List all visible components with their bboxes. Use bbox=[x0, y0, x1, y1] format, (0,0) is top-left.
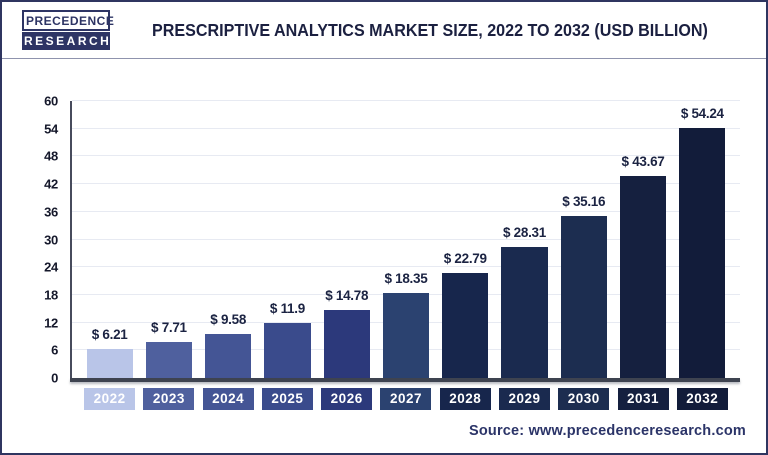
bar-2031 bbox=[619, 176, 667, 378]
bar-2024 bbox=[205, 333, 252, 378]
bar-2022 bbox=[86, 349, 133, 378]
bar-value-label-2029: $ 28.31 bbox=[503, 225, 546, 241]
gridline-48 bbox=[72, 155, 740, 157]
bar-value-label-2028: $ 22.79 bbox=[443, 250, 487, 266]
bar-column-2029: $ 28.31 bbox=[495, 101, 554, 378]
x-label-cell-2022: 2022 bbox=[80, 388, 139, 410]
bar-value-label-2025: $ 11.9 bbox=[269, 301, 305, 317]
y-tick-30: 30 bbox=[44, 232, 58, 247]
logo-text-precedence: PRECEDENCE bbox=[22, 10, 114, 31]
x-axis-labels-row: 2022 2023 2024 2025 2026 2027 2028 2029 2030 2031… bbox=[2, 388, 766, 410]
gridline-24 bbox=[72, 266, 740, 268]
bar-value-label-2031: $ 43.67 bbox=[621, 154, 665, 170]
bar-2023 bbox=[145, 342, 192, 378]
bar-column-2027: $ 18.35 bbox=[376, 101, 435, 378]
y-tick-42: 42 bbox=[44, 176, 58, 192]
bar-value-label-2026: $ 14.78 bbox=[325, 287, 369, 303]
x-label-2031: 2031 bbox=[617, 388, 669, 410]
gridline-36 bbox=[72, 210, 740, 212]
precedence-research-logo: PRECEDENCE RESEARCH bbox=[22, 10, 114, 50]
y-tick-24: 24 bbox=[44, 259, 58, 275]
x-label-2032: 2032 bbox=[676, 388, 728, 410]
x-axis-labels: 2022 2023 2024 2025 2026 2027 2028 2029 2030 2031… bbox=[72, 388, 740, 410]
x-axis-baseline bbox=[70, 378, 740, 382]
bar-2029 bbox=[501, 247, 548, 378]
x-label-2028: 2028 bbox=[439, 388, 491, 410]
bar-column-2028: $ 22.79 bbox=[436, 101, 495, 378]
bar-column-2024: $ 9.58 bbox=[199, 101, 258, 378]
bar-column-2022: $ 6.21 bbox=[80, 101, 139, 378]
bar-value-label-2032: $ 54.24 bbox=[680, 105, 724, 121]
bar-column-2030: $ 35.16 bbox=[554, 101, 613, 378]
x-label-2022: 2022 bbox=[84, 388, 136, 410]
bar-column-2023: $ 7.71 bbox=[139, 101, 198, 378]
bar-value-label-2024: $ 9.58 bbox=[210, 311, 247, 327]
bar-value-label-2022: $ 6.21 bbox=[91, 327, 128, 343]
bars-container: $ 6.21 $ 7.71 $ 9.58 $ 11.9 $ 14.78 $ 18.35 $ … bbox=[72, 101, 740, 378]
gridline-42 bbox=[72, 183, 740, 185]
x-label-2024: 2024 bbox=[202, 388, 254, 410]
y-tick-18: 18 bbox=[44, 287, 58, 303]
source-line: Source: www.precedenceresearch.com bbox=[468, 423, 746, 439]
bar-value-label-2027: $ 18.35 bbox=[384, 271, 428, 287]
plot-row: 0 6 12 18 24 30 36 42 48 54 60 $ 6.21 $ 7.71 $ 9.58 $… bbox=[2, 94, 766, 386]
gridline-60 bbox=[72, 100, 740, 101]
x-label-cell-2025: 2025 bbox=[258, 388, 317, 410]
y-tick-48: 48 bbox=[44, 148, 58, 164]
chart-title: PRESCRIPTIVE ANALYTICS MARKET SIZE, 2022… bbox=[152, 19, 708, 40]
y-axis-line bbox=[70, 101, 72, 378]
bar-2028 bbox=[442, 272, 489, 378]
x-label-cell-2030: 2030 bbox=[554, 388, 613, 410]
x-label-2029: 2029 bbox=[499, 388, 550, 410]
header: PRECEDENCE RESEARCH PRESCRIPTIVE ANALYTI… bbox=[2, 2, 766, 59]
x-label-cell-2023: 2023 bbox=[139, 388, 198, 410]
gridline-30 bbox=[72, 238, 740, 240]
plot-area: $ 6.21 $ 7.71 $ 9.58 $ 11.9 $ 14.78 $ 18.35 $ … bbox=[70, 100, 740, 382]
x-label-2023: 2023 bbox=[143, 388, 195, 410]
x-axis-spacer bbox=[2, 388, 72, 410]
bar-value-label-2023: $ 7.71 bbox=[151, 320, 187, 336]
x-label-cell-2024: 2024 bbox=[199, 388, 258, 410]
y-axis: 0 6 12 18 24 30 36 42 48 54 60 bbox=[2, 94, 70, 386]
gridline-54 bbox=[72, 127, 740, 129]
y-tick-54: 54 bbox=[44, 121, 58, 137]
x-label-2027: 2027 bbox=[380, 388, 432, 410]
bar-2025 bbox=[264, 323, 311, 378]
x-label-2026: 2026 bbox=[321, 388, 373, 410]
y-tick-60: 60 bbox=[44, 93, 58, 109]
x-label-cell-2026: 2026 bbox=[317, 388, 376, 410]
bar-2032 bbox=[679, 127, 726, 378]
bar-2030 bbox=[560, 215, 607, 378]
y-tick-36: 36 bbox=[44, 204, 58, 220]
x-label-cell-2029: 2029 bbox=[495, 388, 554, 410]
y-tick-12: 12 bbox=[44, 315, 58, 331]
bar-2026 bbox=[323, 309, 370, 378]
bar-value-label-2030: $ 35.16 bbox=[562, 193, 606, 209]
x-label-cell-2031: 2031 bbox=[613, 388, 672, 410]
x-label-cell-2028: 2028 bbox=[436, 388, 495, 410]
bar-chart: 0 6 12 18 24 30 36 42 48 54 60 $ 6.21 $ 7.71 $ 9.58 $… bbox=[2, 94, 766, 410]
bar-column-2032: $ 54.24 bbox=[673, 101, 732, 378]
y-tick-0: 0 bbox=[51, 370, 58, 386]
y-tick-6: 6 bbox=[51, 342, 58, 358]
bar-column-2025: $ 11.9 bbox=[258, 101, 317, 378]
x-label-cell-2027: 2027 bbox=[376, 388, 435, 410]
x-label-cell-2032: 2032 bbox=[673, 388, 732, 410]
bar-2027 bbox=[382, 293, 430, 378]
x-label-2025: 2025 bbox=[261, 388, 313, 410]
bar-column-2026: $ 14.78 bbox=[317, 101, 376, 378]
bar-column-2031: $ 43.67 bbox=[613, 101, 672, 378]
logo-text-research: RESEARCH bbox=[22, 32, 112, 50]
x-label-2030: 2030 bbox=[558, 388, 610, 410]
